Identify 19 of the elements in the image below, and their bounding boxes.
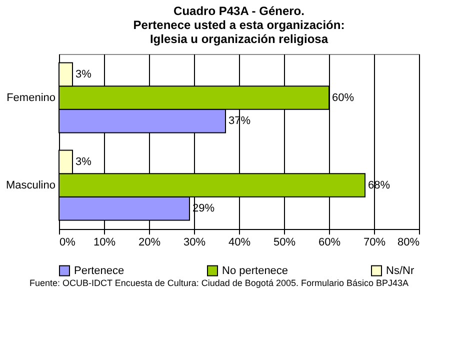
x-tick-label: 70%	[363, 236, 386, 248]
data-label: 3%	[76, 68, 92, 80]
x-tick-label: 80%	[397, 236, 420, 248]
legend-label: No pertenece	[222, 264, 288, 277]
legend-label: Ns/Nr	[386, 264, 414, 277]
x-tick-label: 20%	[138, 236, 161, 248]
data-label: 3%	[76, 156, 92, 168]
chart-title: Cuadro P43A - Género. Pertenece usted a esta organización: Iglesia u organización religiosa	[133, 4, 345, 46]
x-tick-label: 30%	[183, 236, 206, 248]
source-note: Fuente: OCUB-IDCT Encuesta de Cultura: Ciudad de Bogotá 2005. Formulario Básico BPJ43A	[29, 278, 409, 288]
x-tick-label: 60%	[318, 236, 341, 248]
y-tick-label: Femenino	[6, 92, 56, 104]
data-label: 60%	[332, 92, 354, 104]
x-tick-label: 0%	[60, 236, 76, 248]
x-tick-label: 50%	[273, 236, 296, 248]
x-tick-label: 10%	[93, 236, 116, 248]
x-tick-label: 40%	[228, 236, 251, 248]
legend-label: Pertenece	[74, 264, 124, 277]
y-tick-label: Masculino	[6, 179, 56, 192]
